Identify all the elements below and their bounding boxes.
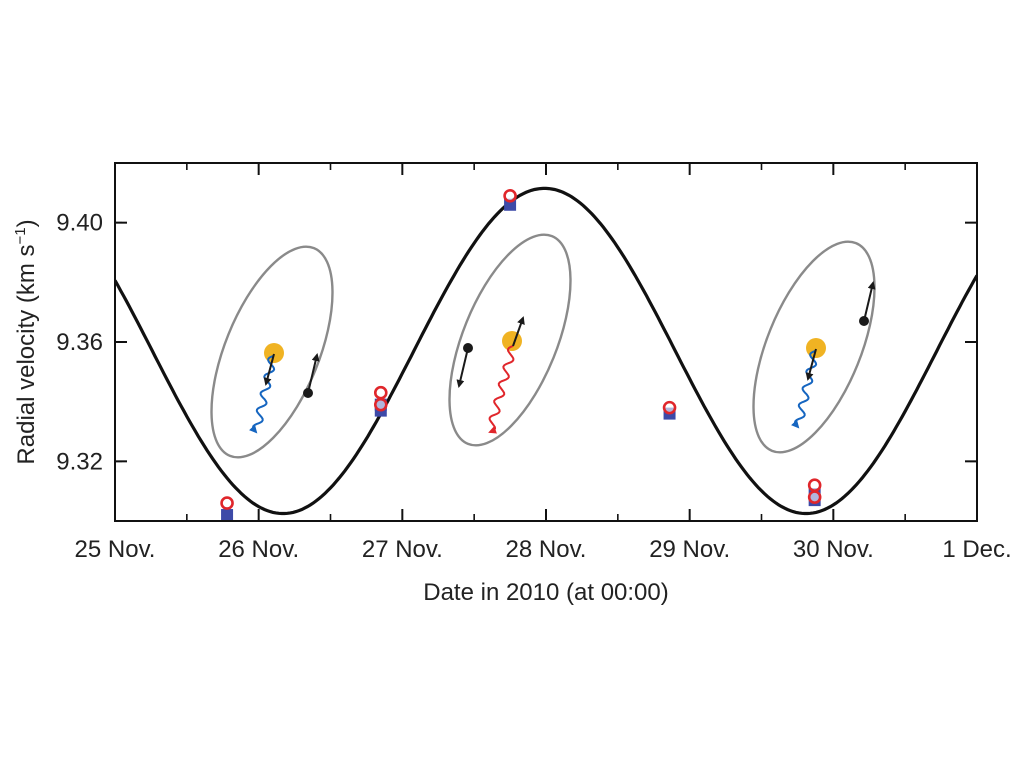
data-point-circle <box>807 490 822 504</box>
host-star <box>264 343 284 363</box>
orbit-ellipse <box>752 240 876 454</box>
star-motion-arrow <box>805 348 817 381</box>
y-tick-label: 9.40 <box>56 210 103 237</box>
data-point-circle <box>503 189 517 203</box>
x-tick-label: 26 Nov. <box>218 536 299 563</box>
x-tick-label: 25 Nov. <box>75 536 156 563</box>
photon-wave <box>791 350 818 429</box>
x-axis: 25 Nov. 26 Nov. 27 Nov. 28 Nov. 29 Nov. 30 No… <box>75 163 1012 563</box>
x-tick-label: 29 Nov. <box>649 536 730 563</box>
data-point-circle <box>373 397 388 412</box>
y-tick-label: 9.36 <box>56 329 103 356</box>
data-point-square <box>221 509 234 522</box>
photon-wave <box>488 345 515 434</box>
companion-motion-arrow <box>456 347 469 388</box>
photon-wave <box>249 355 276 434</box>
y-axis-title-unit-exponent: −1 <box>12 227 29 244</box>
star-motion-arrow <box>512 316 525 347</box>
x-tick-label: 27 Nov. <box>362 536 443 563</box>
x-axis-title: Date in 2010 (at 00:00) <box>423 579 669 606</box>
orbit-inset <box>752 240 876 454</box>
orbit-inset <box>210 245 334 459</box>
orbit-ellipse <box>448 233 572 447</box>
x-tick-label: 28 Nov. <box>506 536 587 563</box>
x-tick-label: 1 Dec. <box>942 536 1011 563</box>
y-axis-title-close: ) <box>13 219 40 227</box>
orbit-insets <box>210 233 876 459</box>
companion-motion-arrow <box>863 281 876 322</box>
y-axis-title: Radial velocity (km s−1) <box>12 219 40 464</box>
x-tick-label: 30 Nov. <box>793 536 874 563</box>
data-point-circle <box>662 400 677 415</box>
star-motion-arrow <box>263 353 275 386</box>
data-points <box>220 189 822 522</box>
host-star <box>502 331 522 351</box>
model-velocity-curve <box>115 186 977 516</box>
data-point-circle <box>373 385 388 400</box>
host-star <box>806 338 826 358</box>
orbit-inset <box>448 233 572 447</box>
data-point-circle <box>807 478 822 493</box>
orbit-ellipse <box>210 245 334 459</box>
companion-motion-arrow <box>307 353 320 394</box>
y-axis: 9.32 9.36 9.40 <box>56 210 977 475</box>
y-axis-title-main: Radial velocity (km s <box>13 245 40 465</box>
plot-frame <box>114 162 978 522</box>
y-tick-label: 9.32 <box>56 448 103 475</box>
data-point-circle <box>220 496 234 510</box>
